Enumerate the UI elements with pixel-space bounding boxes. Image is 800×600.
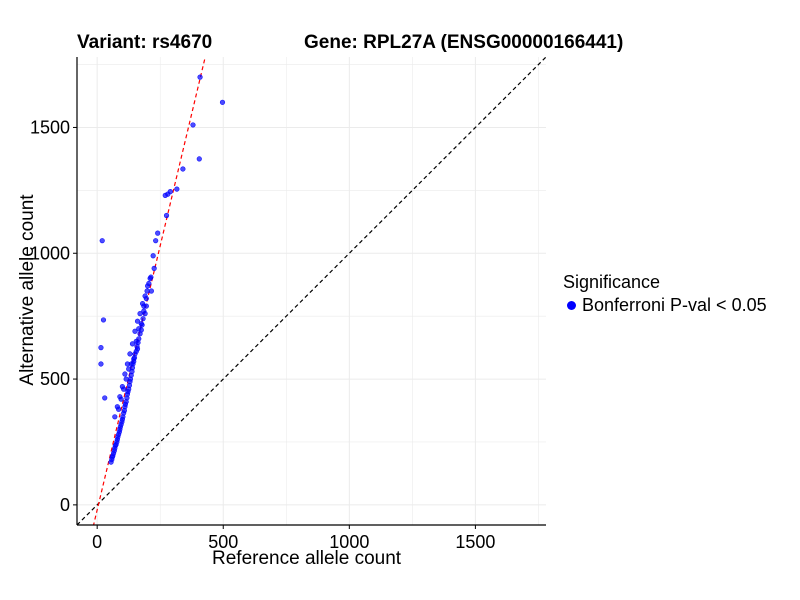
data-point — [143, 303, 149, 309]
data-point — [197, 74, 203, 80]
data-point — [138, 321, 144, 327]
data-point — [144, 288, 150, 294]
data-point — [123, 376, 129, 382]
y-tick-label: 1000 — [30, 243, 70, 263]
data-point — [131, 356, 137, 362]
grid — [77, 57, 546, 525]
data-point — [100, 317, 107, 323]
data-point — [180, 166, 186, 172]
data-point — [219, 99, 226, 105]
legend-item: Bonferroni P-val < 0.05 — [563, 295, 767, 316]
data-point — [148, 288, 154, 294]
legend: Significance Bonferroni P-val < 0.05 — [563, 272, 767, 316]
data-point — [136, 326, 142, 332]
x-tick-label: 0 — [92, 532, 102, 552]
data-point — [99, 238, 105, 244]
data-point — [141, 308, 147, 314]
data-point — [137, 311, 143, 317]
data-point — [140, 316, 146, 322]
legend-dot-icon — [567, 301, 576, 310]
variant-title: Variant: rs4670 — [77, 32, 213, 53]
data-point — [122, 371, 128, 377]
x-tick-label: 1000 — [329, 532, 369, 552]
data-point — [116, 406, 122, 412]
data-point — [118, 396, 124, 402]
data-point — [147, 275, 153, 282]
data-point — [112, 414, 118, 420]
identity-line — [77, 57, 546, 525]
x-axis-title: Reference allele count — [212, 548, 402, 569]
data-point — [127, 351, 133, 357]
gene-title: Gene: RPL27A (ENSG00000166441) — [304, 32, 624, 53]
data-point — [196, 156, 202, 162]
data-point — [132, 328, 138, 334]
data-point — [190, 122, 196, 128]
data-point — [153, 238, 159, 244]
legend-item-label: Bonferroni P-val < 0.05 — [582, 295, 767, 315]
data-point — [129, 341, 136, 347]
x-tick-label: 500 — [208, 532, 238, 552]
data-point — [134, 346, 141, 352]
data-point — [128, 361, 134, 367]
data-point — [137, 331, 143, 337]
data-point — [150, 253, 156, 259]
data-points — [98, 74, 226, 465]
data-point — [121, 386, 127, 392]
y-tick-label: 0 — [60, 495, 70, 515]
data-point — [139, 300, 146, 307]
data-point — [163, 212, 170, 219]
legend-title: Significance — [563, 272, 661, 292]
x-tick-label: 1500 — [455, 532, 495, 552]
data-point — [98, 345, 104, 351]
data-point — [133, 338, 139, 344]
data-point — [102, 395, 108, 401]
data-point — [151, 265, 157, 271]
data-point — [162, 192, 168, 198]
data-point — [98, 361, 104, 367]
data-point — [174, 186, 180, 192]
y-tick-label: 1500 — [30, 117, 70, 137]
data-point — [142, 293, 148, 299]
data-point — [108, 459, 114, 465]
y-tick-label: 500 — [40, 369, 70, 389]
data-point — [126, 366, 132, 372]
data-point — [134, 318, 141, 324]
y-axis-title: Alternative allele count — [17, 194, 38, 386]
axes: 0 500 1000 1500 0 500 1000 1500 — [30, 57, 546, 552]
data-point — [145, 283, 151, 289]
data-point — [155, 230, 161, 236]
